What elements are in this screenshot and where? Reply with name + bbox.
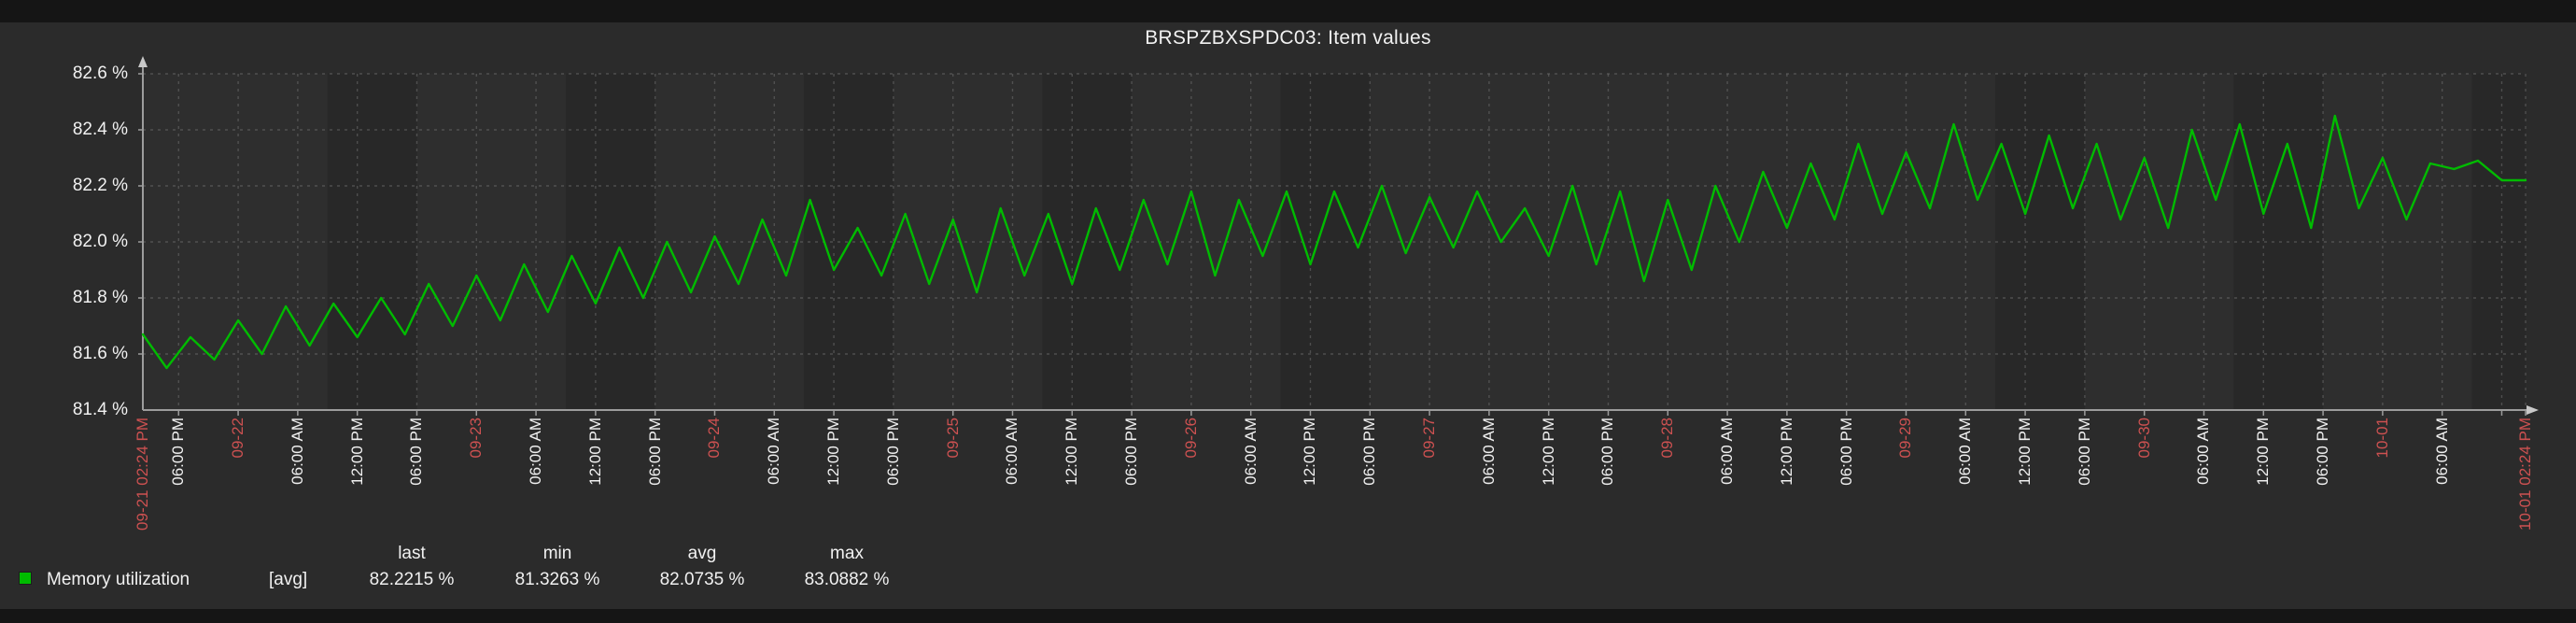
legend-col-value-avg: 82.0735 % bbox=[659, 570, 745, 589]
y-axis-label: 81.6 % bbox=[72, 344, 128, 363]
y-axis-arrow-icon bbox=[138, 56, 148, 67]
x-tick-label-date: 09-25 bbox=[943, 418, 962, 459]
x-tick-label-time: 06:00 PM bbox=[2075, 418, 2093, 486]
x-tick-label-time: 06:00 AM bbox=[288, 418, 306, 485]
x-tick-label-time: 12:00 PM bbox=[1063, 418, 1081, 486]
graph-title: BRSPZBXSPDC03: Item values bbox=[1145, 27, 1431, 49]
x-tick-label-date: 09-30 bbox=[2134, 418, 2153, 459]
legend-col-header-min: min bbox=[542, 544, 572, 563]
legend-col-value-max: 83.0882 % bbox=[804, 570, 890, 589]
x-tick-label-time: 12:00 PM bbox=[2016, 418, 2034, 486]
legend-col-value-min: 81.3263 % bbox=[514, 570, 600, 589]
x-tick-label-date: 09-28 bbox=[1658, 418, 1677, 459]
x-tick-label-time: 12:00 PM bbox=[347, 418, 366, 486]
x-tick-label-time: 06:00 PM bbox=[407, 418, 426, 486]
x-tick-label-time: 06:00 PM bbox=[645, 418, 664, 486]
work-time-band bbox=[2233, 74, 2324, 410]
x-tick-label-time: 12:00 PM bbox=[824, 418, 843, 486]
legend-col-value-last: 82.2215 % bbox=[369, 570, 455, 589]
x-tick-label-time: 06:00 PM bbox=[1360, 418, 1379, 486]
x-tick-label-date: 09-22 bbox=[229, 418, 247, 459]
x-tick-label-time: 12:00 PM bbox=[1777, 418, 1795, 486]
x-tick-label-time: 06:00 AM bbox=[1241, 418, 1260, 485]
x-tick-label-date: 09-24 bbox=[705, 418, 724, 459]
y-axis-label: 81.4 % bbox=[72, 400, 128, 419]
x-tick-label-time: 12:00 PM bbox=[2254, 418, 2273, 486]
y-axis-label: 82.0 % bbox=[72, 232, 128, 251]
memory-utilization-line bbox=[141, 114, 2527, 370]
x-tick-label-time: 06:00 AM bbox=[1718, 418, 1737, 485]
x-tick-label-time: 06:00 AM bbox=[1956, 418, 1975, 485]
x-tick-label-time: 06:00 PM bbox=[2314, 418, 2332, 486]
x-tick-label-time: 06:00 AM bbox=[527, 418, 545, 485]
x-tick-label-date: 09-27 bbox=[1420, 418, 1439, 459]
work-time-band bbox=[565, 74, 655, 410]
y-axis-label: 82.6 % bbox=[72, 64, 128, 83]
y-axis-label: 82.4 % bbox=[72, 120, 128, 139]
x-tick-label-time: 06:00 AM bbox=[765, 418, 783, 485]
y-axis-label: 82.2 % bbox=[72, 176, 128, 195]
x-tick-label-time: 06:00 AM bbox=[1479, 418, 1498, 485]
x-axis-arrow-icon bbox=[2527, 405, 2539, 415]
legend-col-header-avg: avg bbox=[687, 544, 717, 563]
x-tick-label-time: 06:00 AM bbox=[2432, 418, 2451, 485]
legend-color-swatch bbox=[19, 572, 32, 585]
legend-series-name: Memory utilization bbox=[47, 570, 190, 589]
x-tick-label-time: 06:00 PM bbox=[1598, 418, 1617, 486]
x-tick-label-time: 06:00 AM bbox=[1003, 418, 1021, 485]
x-tick-label-date: 10-01 02:24 PM bbox=[2516, 418, 2534, 531]
x-tick-label-time: 06:00 PM bbox=[169, 418, 188, 486]
y-axis-label: 81.8 % bbox=[72, 288, 128, 307]
x-tick-label-time: 06:00 PM bbox=[1837, 418, 1855, 486]
legend-col-header-max: max bbox=[830, 544, 864, 563]
x-tick-label-time: 12:00 PM bbox=[585, 418, 604, 486]
work-time-band bbox=[2471, 74, 2526, 410]
x-tick-label-date: 09-21 02:24 PM bbox=[134, 418, 151, 531]
x-tick-label-time: 06:00 AM bbox=[2194, 418, 2213, 485]
x-tick-label-date: 09-26 bbox=[1181, 418, 1200, 459]
x-tick-label-date: 10-01 bbox=[2372, 418, 2391, 459]
x-tick-label-time: 12:00 PM bbox=[1301, 418, 1319, 486]
x-tick-label-time: 06:00 PM bbox=[1122, 418, 1141, 486]
legend-col-header-last: last bbox=[398, 544, 426, 563]
work-time-band bbox=[327, 74, 417, 410]
legend-aggregation: [avg] bbox=[269, 570, 308, 589]
x-tick-label-time: 12:00 PM bbox=[1539, 418, 1557, 486]
x-tick-label-time: 06:00 PM bbox=[883, 418, 902, 486]
x-tick-label-date: 09-23 bbox=[467, 418, 486, 459]
x-tick-label-date: 09-29 bbox=[1896, 418, 1915, 459]
